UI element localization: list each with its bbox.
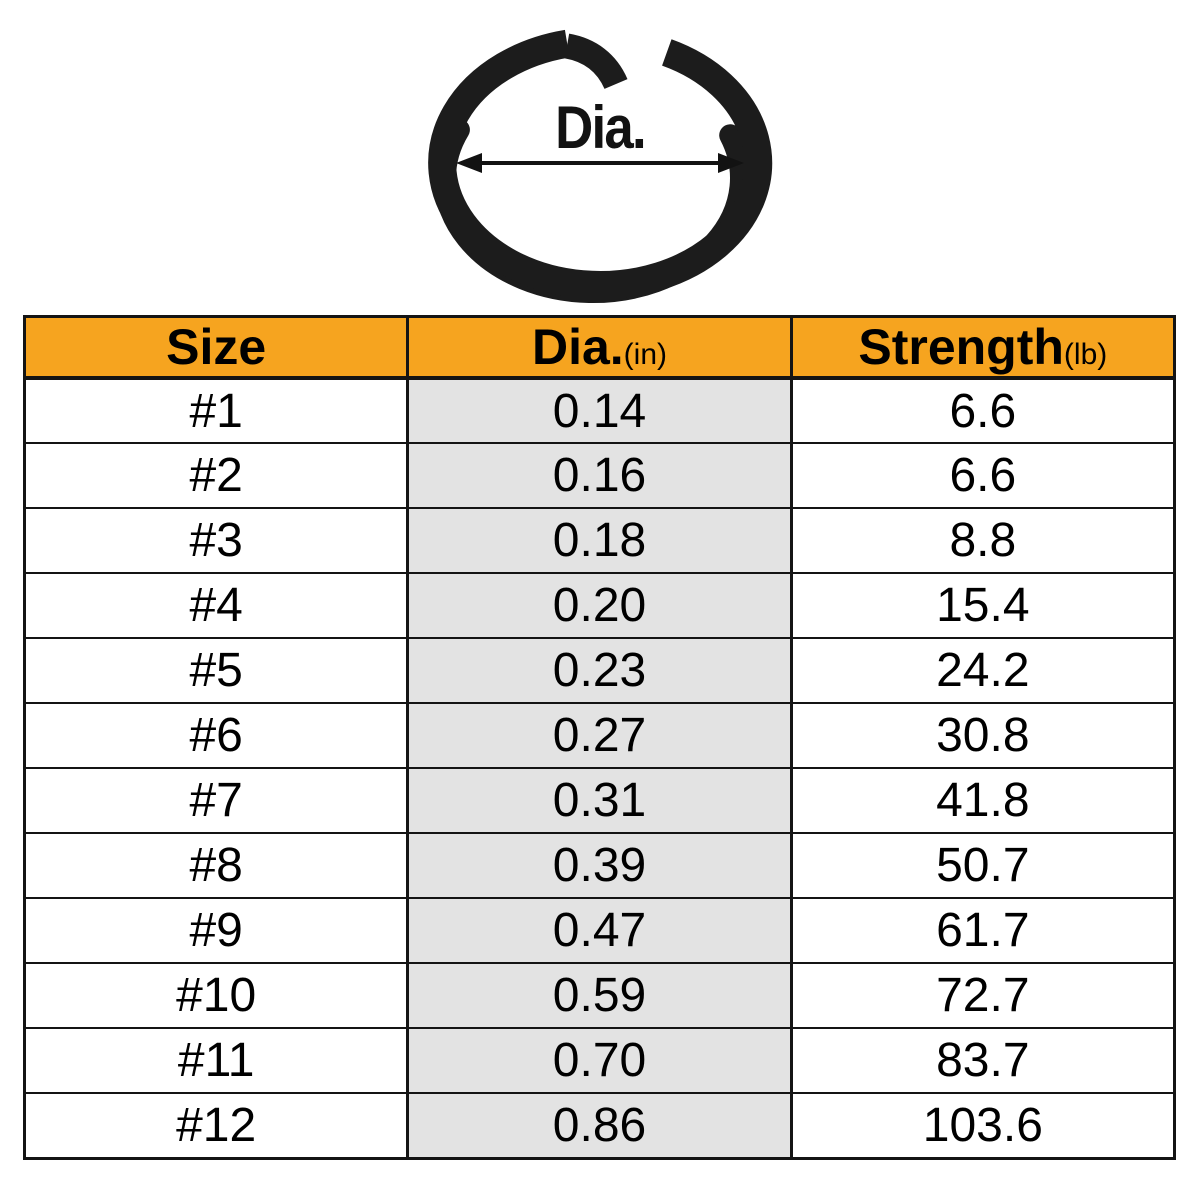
split-ring-figure: Dia. — [400, 8, 800, 308]
dia-cell: 0.86 — [406, 1092, 793, 1159]
size-cell: #11 — [22, 1027, 410, 1094]
table-row: #12 0.86 103.6 — [22, 1092, 1177, 1159]
column-header-strength-unit: (lb) — [1063, 338, 1108, 371]
strength-cell: 72.7 — [789, 962, 1177, 1029]
size-cell: #12 — [22, 1092, 410, 1159]
dia-cell: 0.59 — [406, 962, 793, 1029]
table-header: Size Dia.(in) Strength(lb) — [22, 315, 1177, 380]
strength-cell: 15.4 — [789, 572, 1177, 639]
diameter-label: Dia. — [555, 94, 645, 161]
strength-cell: 41.8 — [789, 767, 1177, 834]
column-header-size-label: Size — [166, 319, 267, 375]
table-body: #1 0.14 6.6 #2 0.16 6.6 #3 0.18 8.8 #4 0… — [22, 377, 1177, 1159]
size-cell: #8 — [22, 832, 410, 899]
column-header-dia: Dia.(in) — [406, 315, 793, 380]
size-cell: #3 — [22, 507, 410, 574]
dia-cell: 0.31 — [406, 767, 793, 834]
dia-cell: 0.70 — [406, 1027, 793, 1094]
strength-cell: 103.6 — [789, 1092, 1177, 1159]
dia-cell: 0.23 — [406, 637, 793, 704]
size-cell: #7 — [22, 767, 410, 834]
column-header-dia-unit: (in) — [623, 338, 668, 371]
strength-cell: 6.6 — [789, 442, 1177, 509]
split-ring-wire-end — [564, 33, 628, 90]
column-header-dia-label: Dia. — [531, 319, 624, 375]
table-row: #9 0.47 61.7 — [22, 897, 1177, 964]
strength-cell: 61.7 — [789, 897, 1177, 964]
table-row: #7 0.31 41.8 — [22, 767, 1177, 834]
header-row: Size Dia.(in) Strength(lb) — [22, 315, 1177, 380]
diameter-arrow — [456, 153, 744, 173]
table-row: #11 0.70 83.7 — [22, 1027, 1177, 1094]
strength-cell: 83.7 — [789, 1027, 1177, 1094]
table-row: #4 0.20 15.4 — [22, 572, 1177, 639]
strength-cell: 24.2 — [789, 637, 1177, 704]
split-ring-outer-coil — [428, 29, 773, 299]
dia-cell: 0.20 — [406, 572, 793, 639]
column-header-strength: Strength(lb) — [789, 315, 1177, 380]
table-row: #10 0.59 72.7 — [22, 962, 1177, 1029]
column-header-strength-label: Strength — [858, 319, 1064, 375]
column-header-size: Size — [22, 315, 410, 380]
size-cell: #2 — [22, 442, 410, 509]
diameter-arrow-head-left — [456, 153, 482, 173]
table-row: #6 0.27 30.8 — [22, 702, 1177, 769]
table-row: #1 0.14 6.6 — [22, 377, 1177, 444]
strength-cell: 50.7 — [789, 832, 1177, 899]
table-row: #2 0.16 6.6 — [22, 442, 1177, 509]
dia-cell: 0.14 — [406, 377, 793, 444]
strength-cell: 6.6 — [789, 377, 1177, 444]
diameter-arrow-head-right — [718, 153, 744, 173]
strength-cell: 8.8 — [789, 507, 1177, 574]
size-cell: #6 — [22, 702, 410, 769]
dia-cell: 0.27 — [406, 702, 793, 769]
strength-cell: 30.8 — [789, 702, 1177, 769]
table-row: #5 0.23 24.2 — [22, 637, 1177, 704]
dia-cell: 0.39 — [406, 832, 793, 899]
table-row: #8 0.39 50.7 — [22, 832, 1177, 899]
size-chart-table: Size Dia.(in) Strength(lb) #1 0.14 6.6 #… — [22, 315, 1177, 1160]
size-cell: #4 — [22, 572, 410, 639]
dia-cell: 0.47 — [406, 897, 793, 964]
size-cell: #9 — [22, 897, 410, 964]
dia-cell: 0.16 — [406, 442, 793, 509]
table-row: #3 0.18 8.8 — [22, 507, 1177, 574]
size-cell: #5 — [22, 637, 410, 704]
size-cell: #10 — [22, 962, 410, 1029]
size-cell: #1 — [22, 377, 410, 444]
dia-cell: 0.18 — [406, 507, 793, 574]
split-ring-svg: Dia. — [428, 29, 773, 304]
